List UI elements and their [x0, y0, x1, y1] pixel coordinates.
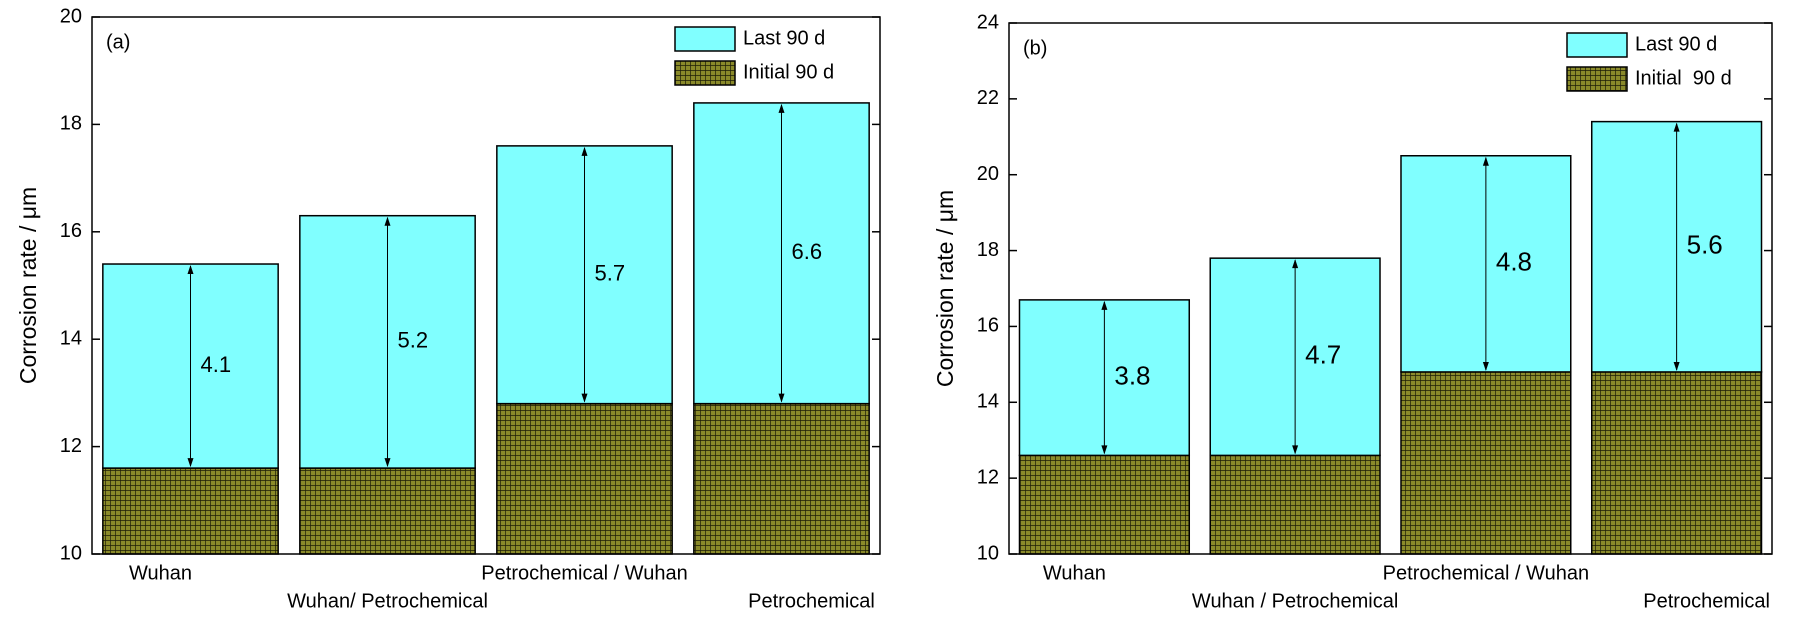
y-tick-label: 12	[977, 466, 999, 488]
bar-segment	[1590, 371, 1763, 555]
legend-label: Initial 90 d	[1635, 67, 1732, 89]
x-tick-label: Wuhan	[1043, 562, 1106, 584]
y-tick-label: 10	[60, 542, 82, 564]
arrow-head	[581, 146, 588, 156]
arrow-head	[1101, 445, 1108, 455]
arrow-head	[1673, 361, 1680, 371]
annotation: 4.7	[1305, 340, 1341, 370]
arrow-head	[384, 458, 391, 468]
bar-segment	[1209, 454, 1381, 555]
annotation: 5.2	[398, 328, 429, 353]
y-tick-label: 18	[977, 239, 999, 261]
legend-swatch	[674, 26, 736, 52]
arrow-head	[581, 393, 588, 403]
arrow-head	[1482, 156, 1489, 166]
annotation-bg	[1303, 342, 1348, 371]
annotation-bg	[1684, 232, 1729, 261]
y-tick-label: 16	[60, 220, 82, 242]
x-tick-label: Wuhan/ Petrochemical	[287, 590, 488, 612]
x-tick-label: Petrochemical / Wuhan	[481, 562, 687, 584]
bar-segment	[102, 467, 279, 555]
x-tick-label: Petrochemical / Wuhan	[1383, 562, 1589, 584]
arrow-head	[778, 103, 785, 113]
annotation-bg	[789, 239, 834, 268]
annotation-bg	[198, 352, 243, 381]
legend-label: Last 90 d	[1635, 33, 1717, 55]
y-tick-label: 24	[977, 11, 999, 33]
panel-label: (b)	[1023, 37, 1047, 59]
annotation-bg	[395, 327, 440, 356]
arrow-head	[1101, 300, 1108, 310]
y-tick-label: 10	[977, 542, 999, 564]
x-tick-label: Wuhan	[129, 562, 192, 584]
legend-label: Last 90 d	[743, 27, 825, 49]
y-axis-label: Corrosion rate / μm	[932, 190, 958, 387]
plot-frame	[91, 16, 881, 555]
arrow-head	[1482, 361, 1489, 371]
arrow-head	[187, 265, 194, 275]
arrow-head	[778, 393, 785, 403]
legend-swatch	[674, 60, 736, 86]
x-tick-label: Petrochemical	[748, 590, 875, 612]
annotation: 5.6	[1687, 230, 1723, 260]
bar-segment	[496, 402, 673, 555]
arrow-head	[1673, 122, 1680, 132]
annotation: 4.8	[1496, 247, 1532, 277]
y-tick-label: 18	[60, 113, 82, 135]
y-tick-label: 14	[977, 391, 999, 413]
legend-label: Initial 90 d	[743, 61, 834, 83]
legend-swatch	[1566, 32, 1628, 58]
arrow-head	[384, 216, 391, 226]
annotation-bg	[1112, 363, 1157, 392]
arrow-head	[1292, 445, 1299, 455]
y-axis-label: Corrosion rate / μm	[15, 187, 41, 384]
plot-frame	[1008, 22, 1773, 555]
bar-segment	[1018, 454, 1191, 555]
bar-segment	[693, 402, 870, 555]
annotation: 3.8	[1114, 361, 1150, 391]
y-tick-label: 20	[60, 5, 82, 27]
y-tick-label: 14	[60, 327, 82, 349]
x-tick-label: Wuhan / Petrochemical	[1192, 590, 1398, 612]
annotation: 4.1	[201, 352, 232, 377]
panel-label: (a)	[106, 31, 130, 53]
arrow-head	[1292, 259, 1299, 269]
bar-segment	[1400, 371, 1572, 555]
annotation: 6.6	[792, 239, 823, 264]
y-tick-label: 16	[977, 315, 999, 337]
annotation-bg	[592, 260, 637, 289]
y-tick-label: 22	[977, 87, 999, 109]
y-tick-label: 20	[977, 163, 999, 185]
legend-swatch	[1566, 66, 1628, 92]
x-tick-label: Petrochemical	[1643, 590, 1770, 612]
bar-segment	[299, 467, 476, 555]
annotation-bg	[1493, 249, 1538, 278]
y-tick-label: 12	[60, 435, 82, 457]
annotation: 5.7	[595, 261, 626, 286]
arrow-head	[187, 458, 194, 468]
